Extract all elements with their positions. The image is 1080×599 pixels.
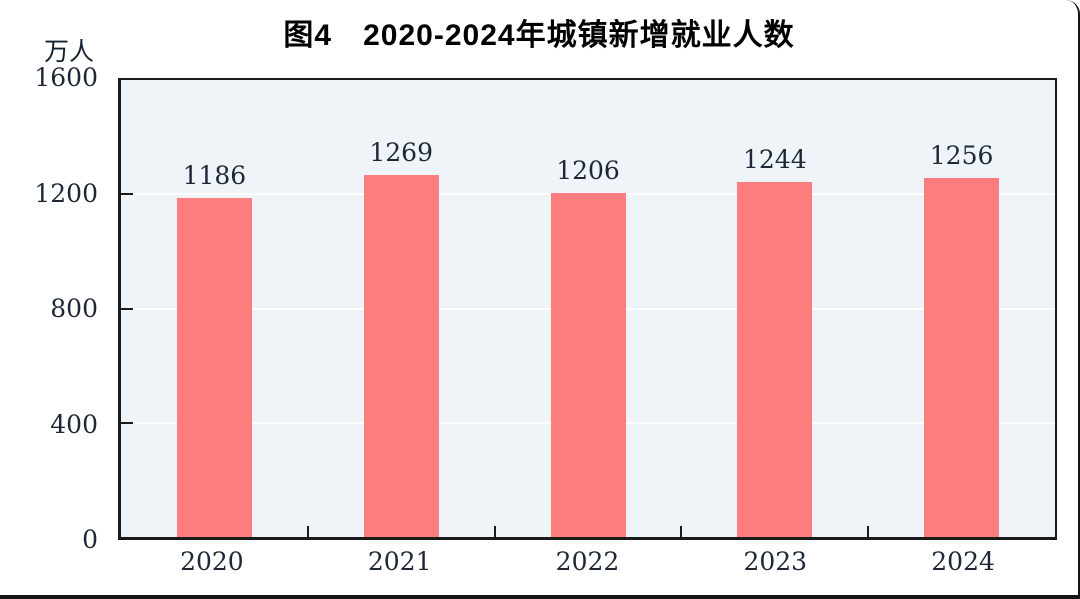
- y-tick-label: 400: [50, 409, 98, 439]
- bar-value-label: 1206: [556, 155, 620, 185]
- bar-value-label: 1256: [929, 141, 994, 171]
- y-tick-label: 1600: [34, 63, 98, 92]
- x-tick-label: 2020: [180, 547, 244, 576]
- plot-area: 1186 1269 1206 1244 1256: [118, 78, 1057, 540]
- chart-title: 图4 2020-2024年城镇新增就业人数: [283, 19, 795, 52]
- bar: [924, 178, 1000, 537]
- x-tick-label: 2024: [931, 547, 995, 576]
- x-axis: 2020 2021 2022 2023 2024: [118, 546, 1057, 578]
- x-axis-tick: [306, 526, 309, 537]
- bar-value-label: 1186: [182, 161, 247, 191]
- bar-value-label: 1269: [369, 137, 433, 167]
- x-tick-label: 2021: [367, 547, 432, 576]
- y-axis: 0 400 800 1200 1600: [0, 63, 104, 554]
- bar: [363, 174, 439, 537]
- bar: [737, 181, 813, 537]
- y-axis-tick: [121, 307, 133, 310]
- y-axis-unit-label: 万人: [44, 37, 95, 66]
- bar-value-label: 1244: [742, 144, 807, 174]
- x-axis-tick: [867, 526, 870, 537]
- x-axis-tick: [493, 526, 496, 537]
- x-tick-label: 2022: [555, 547, 620, 576]
- y-axis-tick: [121, 421, 133, 424]
- y-axis-tick: [121, 193, 133, 196]
- bar: [176, 198, 252, 537]
- bar: [550, 192, 626, 537]
- y-tick-label: 0: [82, 525, 98, 554]
- x-axis-tick: [680, 526, 683, 537]
- x-tick-label: 2023: [743, 547, 808, 576]
- y-tick-label: 1200: [34, 178, 98, 208]
- y-tick-label: 800: [50, 294, 98, 323]
